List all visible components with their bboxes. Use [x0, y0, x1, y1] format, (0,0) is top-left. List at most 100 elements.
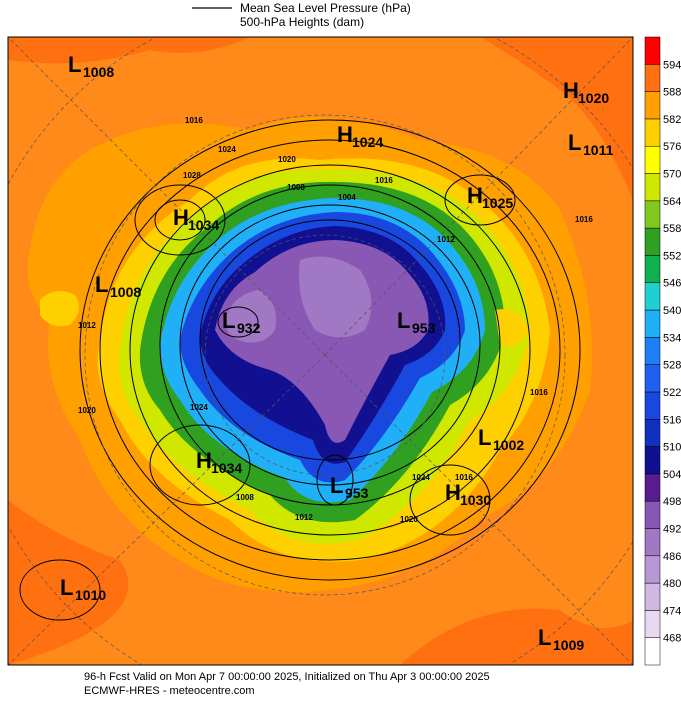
- colorbar-swatch: [644, 610, 661, 638]
- contour-label: 1024: [218, 145, 236, 154]
- colorbar-label: 588: [663, 87, 681, 99]
- system-value: 953: [345, 485, 369, 501]
- system-value: 1025: [482, 195, 513, 211]
- colorbar-label: 510: [663, 442, 681, 454]
- system-value: 1034: [188, 217, 219, 233]
- colorbar-swatch: [644, 364, 661, 393]
- colorbar-label: 522: [663, 387, 681, 399]
- colorbar-swatch: [644, 473, 661, 502]
- system-letter: L: [68, 52, 81, 77]
- system-letter: H: [173, 205, 189, 230]
- colorbar-swatch: [644, 227, 661, 256]
- contour-label: 1024: [412, 473, 430, 482]
- system-value: 932: [237, 320, 261, 336]
- colorbar-swatch: [644, 555, 661, 584]
- colorbar-swatch: [644, 36, 661, 65]
- colorbar-swatch: [644, 173, 661, 202]
- system-value: 1011: [583, 142, 614, 158]
- colorbar-label: 486: [663, 551, 681, 563]
- system-letter: H: [445, 480, 461, 505]
- colorbar-label: 552: [663, 250, 681, 262]
- colorbar-label: 540: [663, 305, 681, 317]
- colorbar-label: 576: [663, 141, 681, 153]
- colorbar-swatch: [644, 91, 661, 120]
- system-value: 1020: [578, 90, 609, 106]
- colorbar-label: 474: [663, 605, 681, 617]
- system-value: 1030: [460, 492, 491, 508]
- colorbar-label: 570: [663, 169, 681, 181]
- colorbar-label: 492: [663, 523, 681, 535]
- contour-label: 1004: [338, 193, 356, 202]
- colorbar-swatch: [644, 255, 661, 283]
- contour-label: 1020: [278, 155, 296, 164]
- colorbar-label: 564: [663, 196, 681, 208]
- colorbar-label: 528: [663, 360, 681, 372]
- colorbar-label: 468: [663, 633, 681, 645]
- contour-label: 1020: [400, 515, 418, 524]
- contour-label: 1016: [530, 388, 548, 397]
- colorbar-swatch: [644, 419, 661, 447]
- contour-labels: 1016 1024 1028 1020 1012 1016 1012 1008 1004 1016…: [78, 116, 593, 524]
- colorbar-swatch: [644, 118, 661, 147]
- contour-label: 1028: [183, 171, 201, 180]
- contour-label: 1012: [78, 321, 96, 330]
- system-value: 1034: [211, 460, 242, 476]
- colorbar-swatch: [644, 500, 661, 529]
- colorbar-swatch: [644, 528, 661, 557]
- system-value: 953: [412, 320, 436, 336]
- colorbar-label: 516: [663, 414, 681, 426]
- map-frame: [7, 36, 634, 666]
- colorbar-swatch: [644, 582, 661, 611]
- contour-label: 1008: [287, 183, 305, 192]
- contour-label: 1012: [295, 513, 313, 522]
- colorbar: 468 474 480 486 492 498 504 510 516 522 528 534 540 5…: [644, 36, 681, 666]
- contour-label: 1016: [455, 473, 473, 482]
- system-value: 1008: [83, 64, 114, 80]
- legend-mslp: Mean Sea Level Pressure (hPa): [240, 1, 411, 15]
- colorbar-label: 498: [663, 496, 681, 508]
- system-letter: H: [337, 122, 353, 147]
- colorbar-swatch: [644, 145, 661, 174]
- contour-label: 1008: [236, 493, 254, 502]
- system-letter: L: [478, 425, 491, 450]
- system-value: 1009: [553, 637, 584, 653]
- colorbar-swatch: [644, 282, 661, 311]
- colorbar-swatch: [644, 337, 661, 365]
- colorbar-label: 594: [663, 59, 681, 71]
- system-value: 1024: [352, 134, 383, 150]
- system-letter: H: [196, 448, 212, 473]
- colorbar-swatch: [644, 446, 661, 475]
- colorbar-swatch: [644, 637, 661, 666]
- colorbar-swatch: [644, 64, 661, 92]
- colorbar-swatch: [644, 309, 661, 338]
- system-letter: H: [563, 78, 579, 103]
- contour-label: 1016: [375, 176, 393, 185]
- colorbar-swatch: [644, 391, 661, 420]
- contour-label: 1016: [185, 116, 203, 125]
- system-letter: L: [222, 308, 235, 333]
- system-value: 1010: [75, 587, 106, 603]
- system-value: 1008: [110, 284, 141, 300]
- system-value: 1002: [493, 437, 524, 453]
- colorbar-label: 480: [663, 578, 681, 590]
- colorbar-label: 558: [663, 223, 681, 235]
- system-letter: L: [95, 272, 108, 297]
- footer-valid: 96-h Fcst Valid on Mon Apr 7 00:00:00 20…: [84, 671, 490, 683]
- colorbar-label: 546: [663, 278, 681, 290]
- system-letter: L: [397, 308, 410, 333]
- colorbar-label: 582: [663, 114, 681, 126]
- contour-label: 1012: [437, 235, 455, 244]
- system-letter: L: [60, 575, 73, 600]
- legend-heights: 500-hPa Heights (dam): [240, 15, 364, 29]
- system-letter: L: [538, 625, 551, 650]
- colorbar-swatch: [644, 200, 661, 229]
- system-letter: L: [330, 473, 343, 498]
- contour-label: 1016: [575, 215, 593, 224]
- footer-source: ECMWF-HRES - meteocentre.com: [84, 685, 255, 697]
- contour-label: 1020: [78, 406, 96, 415]
- system-letter: L: [568, 130, 581, 155]
- colorbar-label: 504: [663, 469, 681, 481]
